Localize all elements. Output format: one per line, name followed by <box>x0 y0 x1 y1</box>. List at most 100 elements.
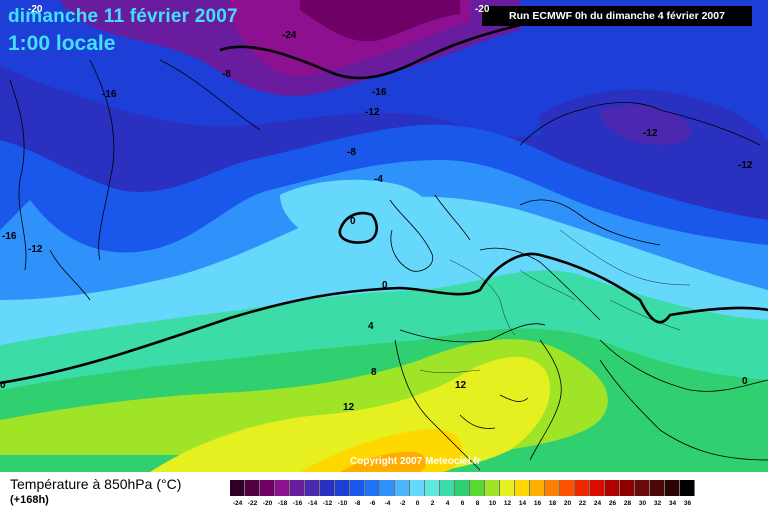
coastlines <box>9 59 768 471</box>
scale-tick-label: 16 <box>533 500 542 507</box>
zero-contour <box>0 252 768 385</box>
scale-swatch <box>380 480 395 496</box>
warm-band-16 <box>340 451 427 472</box>
contour-label: -20 <box>475 4 490 15</box>
scale-tick-label: 32 <box>653 500 662 507</box>
lead-time-label: (+168h) <box>10 494 49 506</box>
scale-tick-label: 0 <box>415 500 420 507</box>
minus-twenty-contour <box>219 23 521 80</box>
scale-swatch <box>320 480 335 496</box>
scale-tick-label: 18 <box>548 500 557 507</box>
contour-label: 12 <box>455 380 467 391</box>
color-scale-ticks: -24 -22 -20 -18 -16 -14 -12 -10 -8 -6 -4 -2 0 2 4 6 8 10 1… <box>230 499 695 509</box>
contour-label: -4 <box>374 174 383 185</box>
scale-swatch <box>305 480 320 496</box>
atlantic-warm-cell <box>280 179 434 252</box>
scale-swatch <box>230 480 245 496</box>
scale-swatch <box>260 480 275 496</box>
scale-swatch <box>395 480 410 496</box>
copyright-notice: Copyright 2007 Meteociel.fr <box>350 456 481 467</box>
contour-label: -12 <box>365 107 380 118</box>
scale-tick-label: 12 <box>503 500 512 507</box>
legend-footer: Température à 850hPa (°C) (+168h) -24 -22… <box>0 472 768 512</box>
scandinavia-core <box>599 105 692 145</box>
forecast-date: dimanche 11 février 2007 <box>8 6 238 27</box>
scale-tick-label: -16 <box>292 500 303 507</box>
scale-swatch <box>245 480 260 496</box>
scale-tick-label: -14 <box>307 500 318 507</box>
scale-swatch <box>605 480 620 496</box>
scale-swatch <box>620 480 635 496</box>
contour-label: -16 <box>372 87 387 98</box>
scale-tick-label: -10 <box>337 500 348 507</box>
scale-tick-label: 34 <box>668 500 677 507</box>
scale-tick-label: 20 <box>563 500 572 507</box>
scale-tick-label: -2 <box>399 500 406 507</box>
scale-tick-label: 30 <box>638 500 647 507</box>
scale-tick-label: 24 <box>593 500 602 507</box>
scale-swatch <box>425 480 440 496</box>
zero-contour-cell <box>338 211 379 244</box>
contour-label: 0 <box>742 376 748 387</box>
scale-tick-label: 22 <box>578 500 587 507</box>
contour-label: -12 <box>643 128 658 139</box>
scale-tick-label: 2 <box>430 500 435 507</box>
scale-swatch <box>275 480 290 496</box>
scale-swatch <box>440 480 455 496</box>
scale-tick-label: -12 <box>322 500 333 507</box>
scale-swatch <box>485 480 500 496</box>
contour-label: 8 <box>371 367 377 378</box>
scale-swatch <box>665 480 680 496</box>
scale-swatch <box>590 480 605 496</box>
scale-tick-label: -4 <box>384 500 391 507</box>
scale-swatch <box>335 480 350 496</box>
scale-tick-label: 36 <box>683 500 692 507</box>
scale-tick-label: -18 <box>277 500 288 507</box>
scale-tick-label: 4 <box>445 500 450 507</box>
scale-tick-label: -8 <box>354 500 361 507</box>
borders <box>419 229 691 373</box>
scale-swatch <box>650 480 665 496</box>
contour-label: 4 <box>368 321 374 332</box>
temperature-map: dimanche 11 février 2007 1:00 locale Run… <box>0 0 768 472</box>
scale-swatch <box>635 480 650 496</box>
scale-tick-label: 28 <box>623 500 632 507</box>
scale-swatch <box>560 480 575 496</box>
scale-tick-label: 14 <box>518 500 527 507</box>
scale-swatch <box>530 480 545 496</box>
color-scale <box>230 480 695 496</box>
scale-swatch <box>515 480 530 496</box>
contour-label: 0 <box>0 380 6 391</box>
run-info-badge: Run ECMWF 0h du dimanche 4 février 2007 <box>482 6 752 26</box>
contour-label: -12 <box>28 244 43 255</box>
scale-tick-label: 8 <box>475 500 480 507</box>
scale-tick-label: -24 <box>232 500 243 507</box>
scale-swatch <box>680 480 695 496</box>
contour-label: -16 <box>2 231 17 242</box>
contour-label: -8 <box>347 147 356 158</box>
scale-swatch <box>455 480 470 496</box>
scale-tick-label: 26 <box>608 500 617 507</box>
arctic-extreme-core <box>300 0 460 42</box>
contour-label: -12 <box>738 160 753 171</box>
contour-label: -24 <box>282 30 297 41</box>
contour-label: 0 <box>382 280 388 291</box>
scale-swatch <box>350 480 365 496</box>
contour-label: -16 <box>102 89 117 100</box>
contour-label: -8 <box>222 69 231 80</box>
variable-label: Température à 850hPa (°C) <box>10 476 182 492</box>
contour-label: -20 <box>28 4 43 15</box>
scale-tick-label: 10 <box>488 500 497 507</box>
contour-label: 12 <box>343 402 355 413</box>
scale-swatch <box>365 480 380 496</box>
temperature-field <box>0 0 768 472</box>
scale-tick-label: -6 <box>369 500 376 507</box>
scale-tick-label: 6 <box>460 500 465 507</box>
scale-tick-label: -22 <box>247 500 258 507</box>
scale-swatch <box>575 480 590 496</box>
scale-swatch <box>500 480 515 496</box>
forecast-time: 1:00 locale <box>8 32 116 55</box>
contour-label: 0 <box>350 216 356 227</box>
scale-swatch <box>410 480 425 496</box>
scale-swatch <box>545 480 560 496</box>
